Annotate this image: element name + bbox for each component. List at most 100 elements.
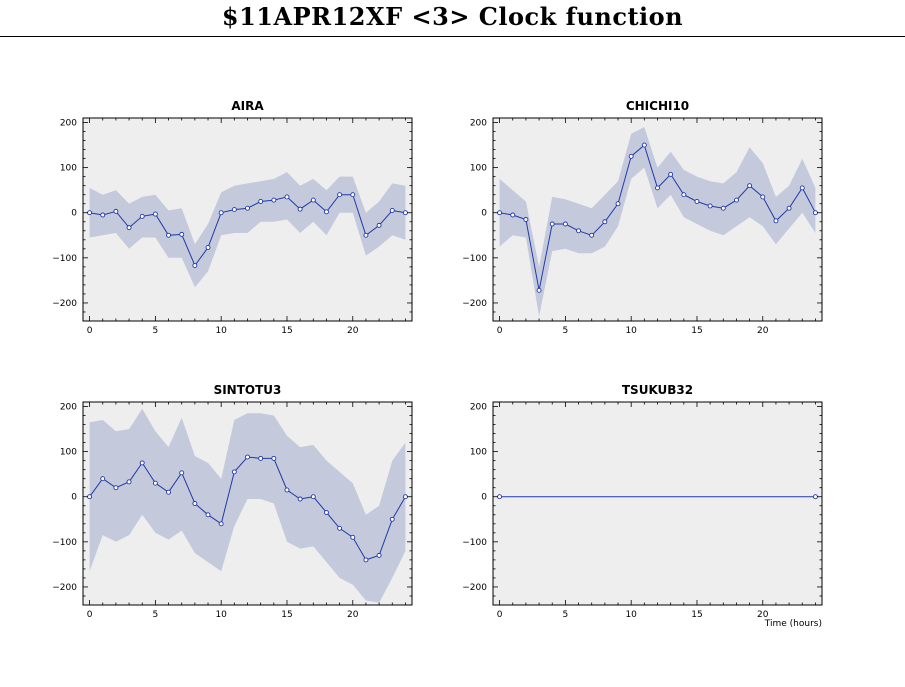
data-point (562, 221, 568, 227)
y-tick-label: 200 (60, 403, 77, 413)
page-title: $11APR12XF <3> Clock function (221, 2, 684, 31)
confidence-band (499, 127, 816, 317)
data-point (245, 205, 250, 211)
y-tick-label: −200 (52, 583, 77, 593)
confidence-band (89, 408, 406, 603)
x-tick-label: 0 (497, 326, 503, 336)
data-point (100, 212, 106, 218)
data-point (126, 479, 132, 485)
data-point (179, 231, 185, 237)
data-point (271, 197, 277, 203)
data-point (192, 263, 198, 268)
data-point (363, 557, 369, 563)
x-tick-label: 5 (153, 610, 159, 620)
data-point (310, 494, 316, 500)
y-tick-label: 100 (60, 448, 77, 458)
data-point (389, 208, 395, 213)
y-tick-label: 100 (470, 448, 487, 458)
data-point (87, 210, 93, 216)
data-point (668, 171, 674, 177)
x-tick-label: 10 (625, 326, 637, 336)
data-point (799, 185, 805, 191)
chart-panel-aira: AIRA 0 5 10 15 20 200 100 0 −100 −200 (52, 99, 413, 336)
data-point (747, 183, 753, 189)
data-point (310, 197, 316, 203)
data-point (720, 205, 726, 211)
x-tick-label: 0 (87, 326, 93, 336)
x-tick-label: 5 (153, 326, 159, 336)
data-point (324, 209, 329, 215)
chart-title: CHICHI10 (626, 99, 689, 113)
data-point (126, 225, 132, 231)
data-point (589, 232, 595, 238)
x-tick-label: 20 (757, 326, 769, 336)
data-point (576, 228, 581, 234)
x-tick-label: 5 (563, 326, 569, 336)
data-point (100, 476, 106, 482)
y-tick-label: −200 (52, 299, 77, 309)
x-tick-label: 15 (281, 610, 292, 620)
data-point (641, 142, 647, 148)
data-point (655, 185, 660, 191)
data-point (218, 521, 224, 527)
data-point (773, 218, 779, 224)
y-tick-label: −100 (52, 254, 77, 264)
data-point (681, 192, 687, 198)
y-tick-label: −200 (462, 583, 487, 593)
y-tick-label: 0 (481, 493, 487, 503)
x-tick-label: 15 (691, 610, 702, 620)
x-tick-label: 5 (563, 610, 569, 620)
x-tick-label: 15 (281, 326, 292, 336)
chart-panel-chichi10: CHICHI10 0 5 10 15 20 200 100 0 −100 −200 (462, 99, 823, 336)
data-point (179, 470, 185, 476)
data-point (245, 454, 250, 460)
data-point (337, 192, 343, 198)
data-point (734, 197, 739, 203)
confidence-band (89, 172, 406, 288)
y-tick-label: 200 (470, 119, 487, 129)
data-point (523, 217, 529, 222)
data-point (812, 210, 818, 216)
data-point (205, 512, 211, 518)
y-tick-label: 0 (481, 209, 487, 219)
data-point (166, 232, 171, 238)
data-point (166, 489, 171, 495)
data-point (271, 455, 277, 461)
data-point (113, 208, 119, 214)
chart-panel-tsukub32: TSUKUB32 0 5 10 15 20 200 100 0 −100 −200 (462, 383, 823, 620)
data-point (497, 494, 503, 500)
data-point (205, 245, 211, 250)
y-tick-label: −100 (52, 538, 77, 548)
x-tick-label: 0 (497, 610, 503, 620)
x-tick-label: 10 (625, 610, 637, 620)
data-point (402, 210, 408, 216)
y-tick-label: −200 (462, 299, 487, 309)
data-point (284, 194, 290, 200)
data-point (231, 207, 237, 213)
chart-title: AIRA (231, 99, 264, 113)
title-divider (0, 36, 905, 37)
x-axis-label: Time (hours) (764, 619, 822, 629)
data-point (694, 199, 700, 204)
x-tick-label: 20 (347, 326, 359, 336)
data-point (376, 222, 382, 228)
x-tick-label: 10 (215, 610, 227, 620)
data-point (376, 552, 382, 558)
data-point (363, 232, 369, 238)
data-point (497, 210, 503, 216)
data-point (324, 510, 329, 515)
chart-panel-sintotu3: SINTOTU3 0 5 10 15 20 200 100 0 −100 −200 (52, 383, 413, 620)
data-point (152, 211, 158, 217)
y-tick-label: −100 (462, 254, 487, 264)
y-tick-label: 100 (470, 164, 487, 174)
data-point (139, 460, 145, 466)
data-point (350, 192, 356, 198)
y-tick-label: 0 (71, 209, 77, 219)
data-point (218, 210, 224, 216)
x-tick-label: 20 (347, 610, 359, 620)
data-point (615, 201, 621, 207)
chart-title: SINTOTU3 (214, 383, 282, 397)
data-point (350, 534, 356, 540)
data-point (786, 205, 792, 211)
